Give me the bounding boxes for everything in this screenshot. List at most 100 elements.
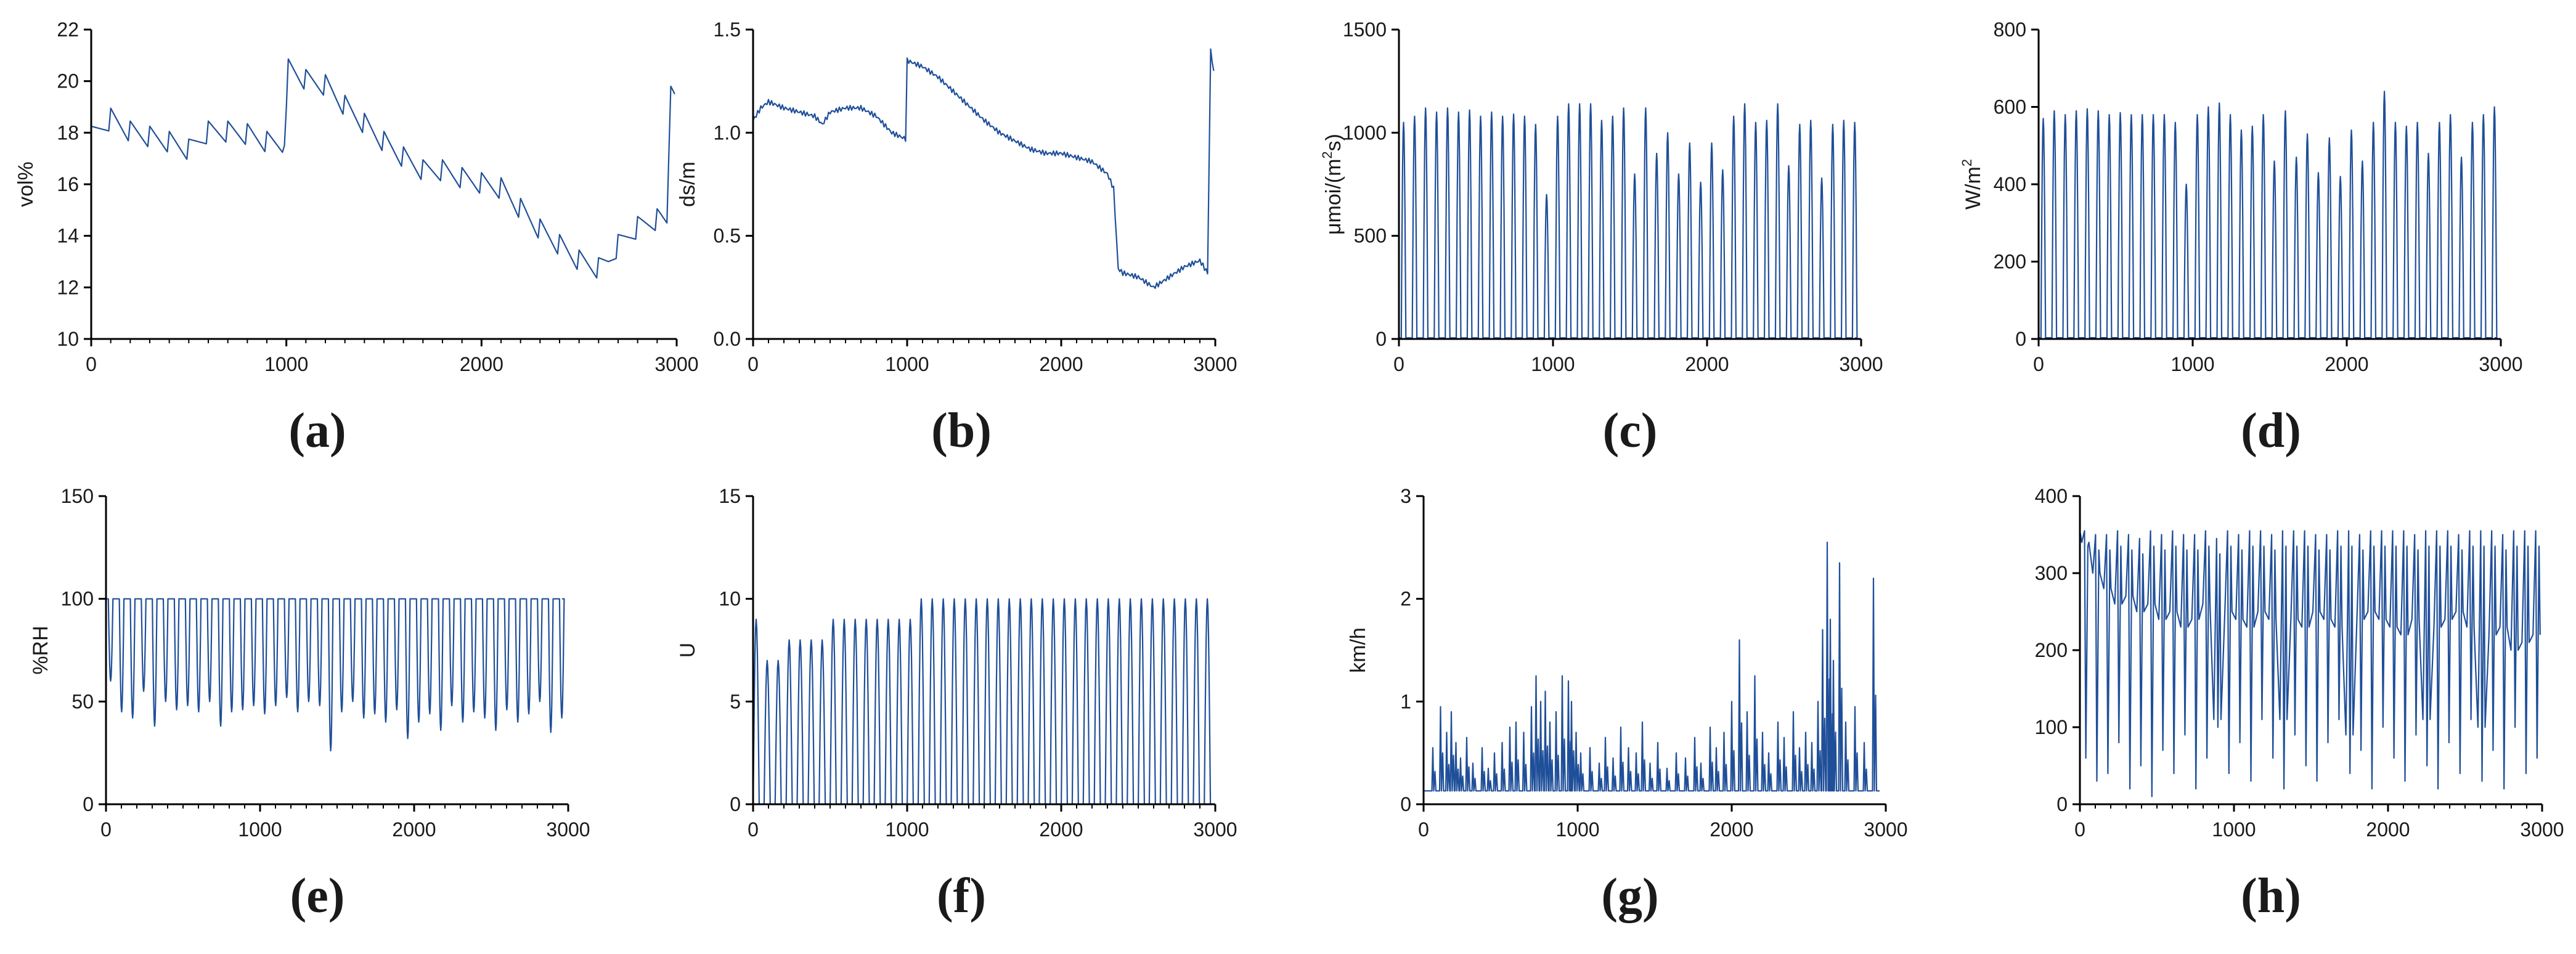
y-tick-label: 400 [1994, 173, 2026, 195]
y-axis-title: vol% [14, 161, 38, 207]
x-tick-label: 1000 [264, 353, 308, 375]
panel-label: (h) [2241, 869, 2301, 923]
y-axis-title: W/m2 [1959, 159, 1985, 210]
y-tick-label: 0 [2015, 328, 2026, 350]
chart-panel-1: 0 1000 2000 3000 10 12 14 16 18 20 22 vol% (a) [14, 18, 699, 458]
panel-label: (c) [1603, 404, 1658, 458]
x-tick-label: 1000 [1555, 818, 1599, 841]
x-tick-label: 3000 [1839, 353, 1883, 375]
x-tick-label: 2000 [1710, 818, 1753, 841]
x-tick-label: 1000 [2212, 818, 2256, 841]
x-tick-label: 3000 [654, 353, 698, 375]
y-tick-label: 200 [1994, 251, 2026, 273]
y-tick-label: 1 [1400, 690, 1411, 712]
panel-label: (g) [1601, 869, 1658, 923]
chart-panel-4: 0 1000 2000 3000 0 200 400 600 800 W/m2 (d) [1959, 18, 2523, 458]
y-tick-label: 400 [2035, 485, 2068, 507]
x-tick-label: 2000 [460, 353, 503, 375]
chart-panel-7: 0 1000 2000 3000 0 1 2 3 km/h (g) [1347, 485, 1908, 923]
panel-label: (b) [931, 404, 992, 458]
data-series-line [91, 58, 675, 279]
y-tick-label: 1500 [1343, 18, 1387, 41]
y-tick-label: 5 [730, 690, 741, 712]
x-tick-label: 2000 [1685, 353, 1729, 375]
y-axis-title: ds/m [676, 161, 699, 207]
x-tick-label: 2000 [392, 818, 436, 841]
x-tick-label: 2000 [2325, 353, 2368, 375]
data-series-line [2079, 530, 2541, 797]
y-tick-label: 3 [1400, 485, 1411, 507]
x-tick-label: 1000 [238, 818, 282, 841]
y-axis-title: U [676, 643, 699, 658]
x-tick-label: 1000 [2170, 353, 2214, 375]
y-tick-label: 18 [57, 121, 79, 144]
y-axis-title: %RH [29, 626, 52, 674]
x-tick-label: 3000 [2520, 818, 2564, 841]
x-tick-label: 0 [1418, 818, 1429, 841]
y-tick-label: 0 [1376, 328, 1387, 350]
x-tick-label: 1000 [885, 353, 929, 375]
x-tick-label: 0 [2033, 353, 2044, 375]
data-series-line [752, 598, 1212, 805]
y-tick-label: 22 [57, 18, 79, 41]
y-tick-label: 500 [1354, 225, 1387, 247]
y-tick-label: 0 [1400, 793, 1411, 815]
panel-label: (e) [290, 869, 345, 923]
x-tick-label: 2000 [1039, 353, 1083, 375]
y-tick-label: 300 [2035, 562, 2068, 584]
y-tick-label: 1.0 [714, 121, 741, 144]
chart-panel-3: 0 1000 2000 3000 0 500 1000 1500 μmoi/(m2s) (c) [1319, 18, 1883, 458]
chart-panel-2: 0 1000 2000 3000 0.0 0.5 1.0 1.5 ds/m (b) [676, 18, 1237, 458]
data-series-line [2039, 91, 2498, 339]
x-tick-label: 0 [748, 353, 759, 375]
y-tick-label: 200 [2035, 639, 2068, 661]
y-tick-label: 100 [2035, 716, 2068, 738]
y-tick-label: 0.5 [714, 225, 741, 247]
x-tick-label: 0 [86, 353, 97, 375]
data-series-line [1424, 541, 1880, 792]
y-tick-label: 0 [730, 793, 741, 815]
y-tick-label: 16 [57, 173, 79, 195]
y-tick-label: 150 [61, 485, 94, 507]
x-tick-label: 2000 [2366, 818, 2410, 841]
chart-panel-5: 0 1000 2000 3000 0 50 100 150 %RH (e) [29, 485, 590, 923]
y-tick-label: 100 [61, 588, 94, 610]
x-tick-label: 1000 [885, 818, 929, 841]
y-tick-label: 0 [2056, 793, 2068, 815]
data-series-line [752, 48, 1215, 289]
y-tick-label: 14 [57, 225, 79, 247]
x-tick-label: 3000 [2479, 353, 2522, 375]
y-tick-label: 50 [71, 690, 94, 712]
chart-panel-6: 0 1000 2000 3000 0 5 10 15 U (f) [676, 485, 1237, 923]
y-axis-title: μmoi/(m2s) [1319, 134, 1345, 235]
x-tick-label: 3000 [1193, 353, 1237, 375]
y-tick-label: 800 [1994, 18, 2026, 41]
data-series-line [106, 598, 565, 752]
x-tick-label: 0 [748, 818, 759, 841]
y-tick-label: 1000 [1343, 121, 1387, 144]
panel-label: (d) [2241, 404, 2301, 458]
panel-label: (f) [937, 869, 986, 923]
y-tick-label: 10 [719, 588, 741, 610]
y-tick-label: 20 [57, 70, 79, 92]
x-tick-label: 2000 [1039, 818, 1083, 841]
data-series-line [1399, 103, 1858, 339]
y-tick-label: 600 [1994, 96, 2026, 118]
x-tick-label: 3000 [546, 818, 590, 841]
x-tick-label: 0 [100, 818, 112, 841]
y-tick-label: 1.5 [714, 18, 741, 41]
x-tick-label: 3000 [1864, 818, 1907, 841]
y-tick-label: 12 [57, 276, 79, 298]
y-tick-label: 15 [719, 485, 741, 507]
x-tick-label: 3000 [1193, 818, 1237, 841]
y-tick-label: 0.0 [714, 328, 741, 350]
y-axis-title: km/h [1347, 627, 1370, 673]
x-tick-label: 0 [2074, 818, 2085, 841]
y-tick-label: 2 [1400, 588, 1411, 610]
panel-label: (a) [288, 404, 346, 458]
x-tick-label: 1000 [1531, 353, 1575, 375]
y-tick-label: 0 [83, 793, 94, 815]
y-tick-label: 10 [57, 328, 79, 350]
chart-panel-8: 0 1000 2000 3000 0 100 200 300 400 (h) [2035, 485, 2564, 923]
